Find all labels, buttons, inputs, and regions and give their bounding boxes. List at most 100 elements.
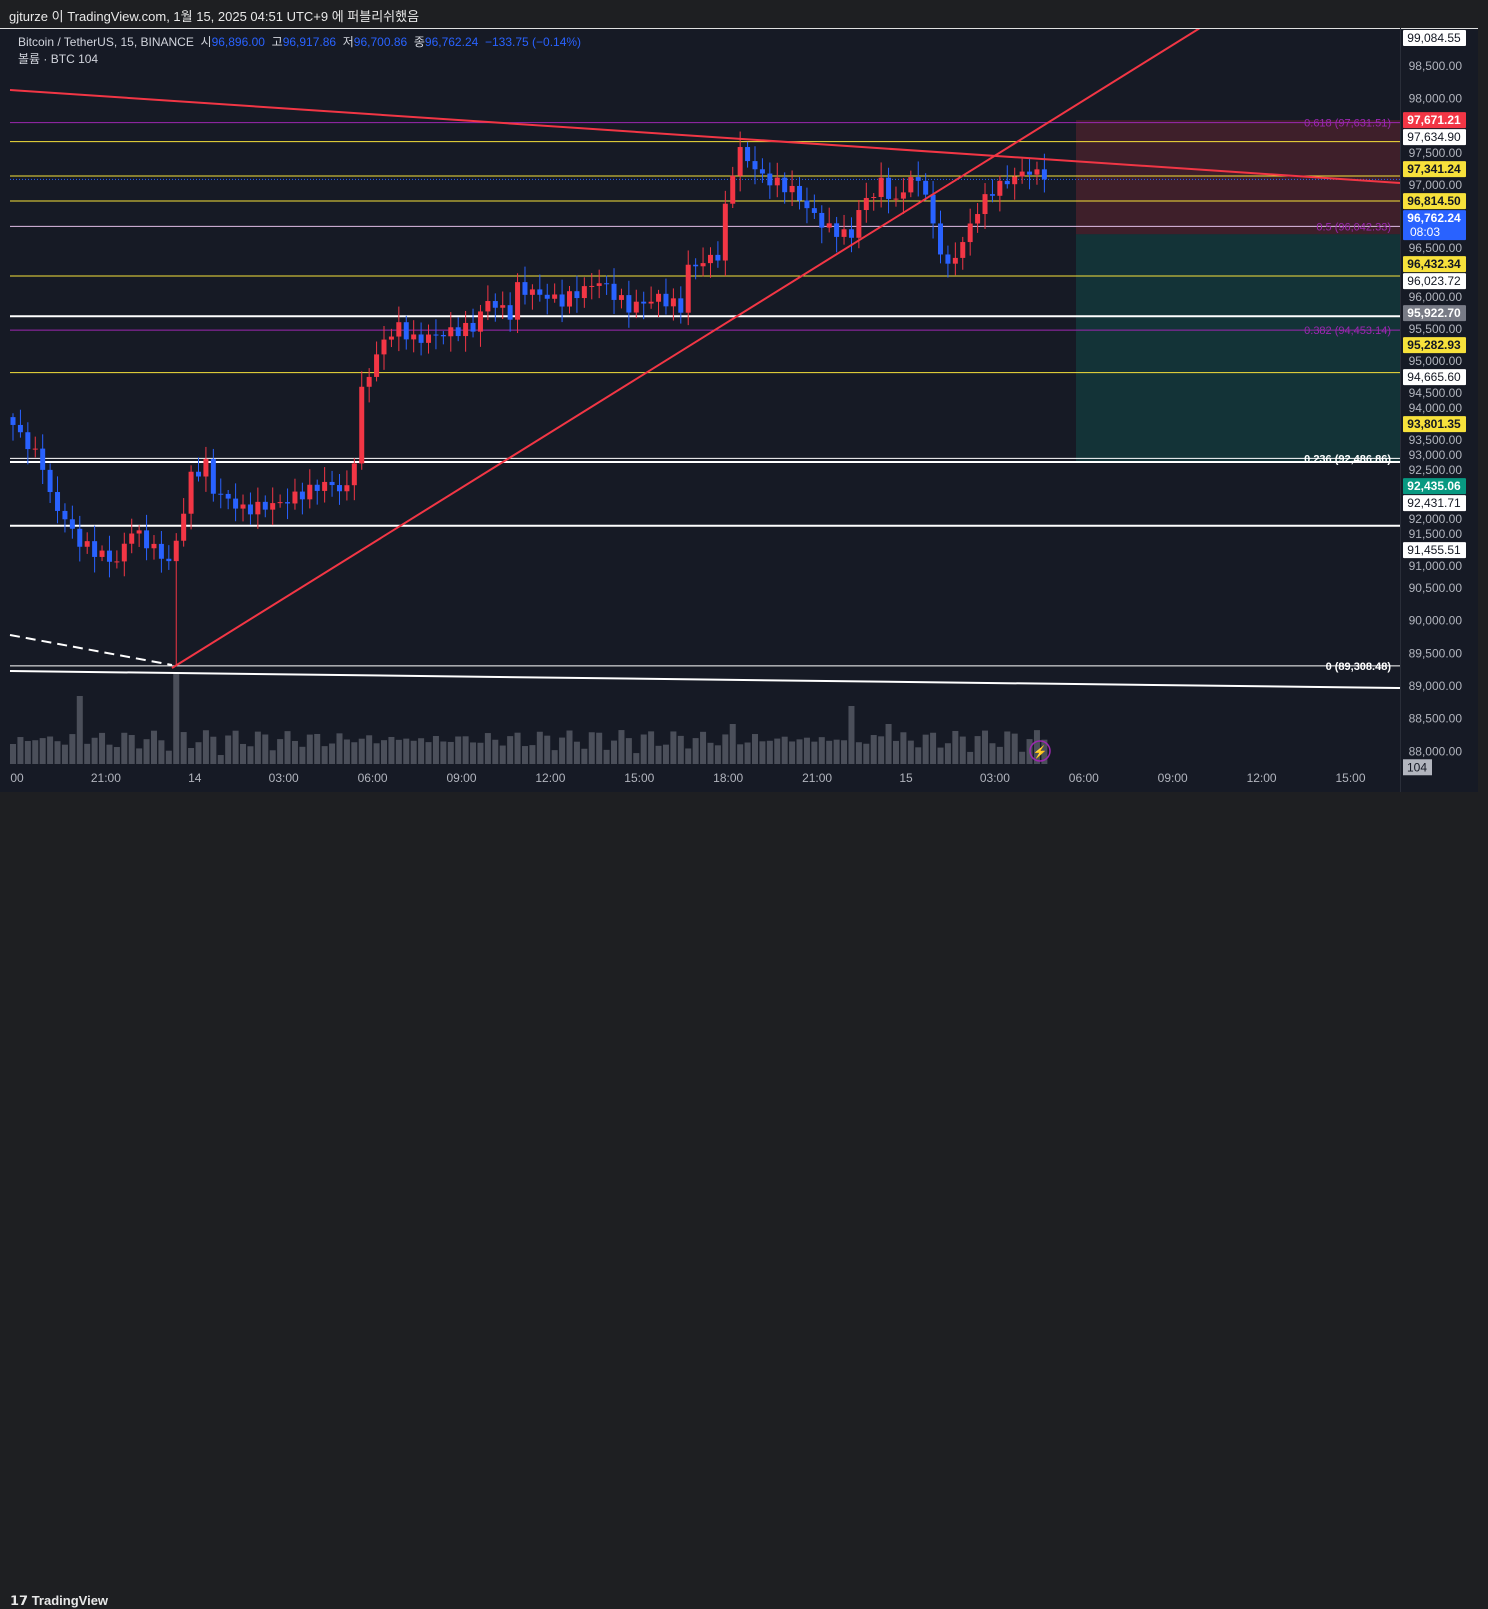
volume-bar	[655, 745, 662, 764]
candle-body	[403, 322, 409, 340]
candle-body	[826, 223, 832, 228]
volume-bar	[410, 740, 417, 764]
volume-bar	[17, 737, 24, 764]
candle-body	[989, 194, 995, 196]
x-tick-label: 15:00	[1335, 771, 1365, 785]
y-tick-label: 94,000.00	[1409, 401, 1463, 415]
price-label-box	[1403, 305, 1466, 322]
candle-body	[181, 513, 187, 541]
candle-body	[522, 282, 528, 295]
candle-body	[923, 180, 929, 195]
volume-bar	[1041, 739, 1048, 764]
volume-bar	[477, 742, 484, 764]
candle-body	[359, 386, 365, 464]
x-tick-label: 15	[899, 771, 913, 785]
candle-body	[544, 294, 550, 299]
volume-bar	[952, 730, 959, 764]
y-tick-label: 96,000.00	[1409, 290, 1463, 304]
volume-bar	[781, 736, 788, 764]
open-label: 시	[200, 35, 212, 49]
volume-bar	[150, 730, 157, 764]
y-tick-label: 89,500.00	[1409, 646, 1463, 660]
volume-bar	[277, 739, 284, 764]
volume-bar	[855, 742, 862, 764]
x-tick-label: 14	[188, 771, 202, 785]
fib-level-label: 0.236 (92,486.86)	[1304, 453, 1391, 465]
volume-bar	[878, 736, 885, 764]
volume-bar	[299, 746, 306, 764]
price-label: 96,023.72	[1407, 274, 1461, 288]
volume-bar	[789, 741, 796, 764]
candle-body	[900, 192, 906, 199]
volume-bar	[492, 739, 499, 764]
candle-body	[529, 289, 535, 295]
price-label: 95,282.93	[1407, 338, 1461, 352]
x-tick-label: 12:00	[535, 771, 565, 785]
candle-body	[886, 177, 892, 199]
volume-bar	[358, 738, 365, 764]
candle-body	[707, 254, 713, 264]
candle-body	[336, 485, 342, 492]
volume-bar	[1011, 733, 1018, 764]
volume-bar	[432, 736, 439, 764]
volume-bar	[373, 743, 380, 764]
price-label-box	[1403, 495, 1466, 512]
high-value: 96,917.86	[282, 35, 337, 49]
volume-bar	[351, 742, 358, 764]
volume-bar	[692, 738, 699, 764]
volume-bar	[803, 737, 810, 764]
volume-bar	[232, 730, 239, 764]
price-label-box	[1403, 210, 1466, 241]
volume-bar	[848, 706, 855, 764]
volume-bar	[989, 743, 996, 764]
candle-body	[62, 510, 68, 520]
volume-bar	[611, 740, 618, 764]
tradingview-logo[interactable]: 𝟭𝟳 TradingView	[10, 1593, 108, 1609]
volume-bar	[381, 740, 387, 764]
volume-bar	[937, 747, 944, 764]
candle-body	[151, 543, 157, 549]
volume-bar	[685, 748, 692, 764]
candle-body	[982, 194, 988, 215]
candle-body	[277, 502, 283, 504]
candle-body	[381, 339, 387, 355]
candle-body	[247, 504, 253, 515]
countdown-label: 08:03	[1410, 225, 1440, 239]
volume-bar	[559, 737, 566, 764]
candle-body	[25, 432, 31, 450]
volume-bar	[314, 733, 321, 764]
candle-body	[819, 212, 825, 228]
candle-body	[440, 334, 446, 337]
chart-canvas[interactable]: 0.618 (97,631.51) 0.5 (96,042.33) 0.382 (9…	[0, 0, 1488, 827]
candle-body	[633, 301, 639, 313]
volume-bar	[729, 724, 736, 764]
volume-bar	[47, 736, 54, 764]
candle-body	[173, 540, 179, 562]
price-label-box	[1403, 112, 1466, 129]
volume-bar	[262, 734, 269, 764]
volume-bar	[818, 737, 825, 764]
fib-level-label: 0.382 (94,453.14)	[1304, 325, 1391, 337]
symbol-title[interactable]: Bitcoin / TetherUS, 15, BINANCE	[18, 35, 194, 49]
y-tick-label: 98,000.00	[1409, 92, 1463, 106]
candle-body	[960, 242, 966, 258]
candle-body	[1019, 171, 1025, 177]
candle-body	[797, 185, 803, 201]
candle-body	[99, 550, 105, 557]
lightning-icon	[1029, 740, 1051, 762]
volume-bar	[329, 743, 336, 764]
volume-bar	[425, 742, 432, 764]
volume-bar	[551, 750, 558, 764]
candle-body	[782, 177, 788, 193]
candle-body	[129, 533, 135, 544]
x-tick-label: 09:00	[446, 771, 476, 785]
price-label-box	[1403, 193, 1466, 210]
volume-bar	[336, 733, 343, 764]
volume-bar	[106, 744, 113, 764]
x-tick-label: 03:00	[269, 771, 299, 785]
volume-bar	[996, 746, 1003, 764]
candle-body	[32, 448, 38, 450]
candle-body	[463, 322, 469, 337]
candle-body	[752, 161, 758, 170]
candle-body	[648, 301, 654, 304]
